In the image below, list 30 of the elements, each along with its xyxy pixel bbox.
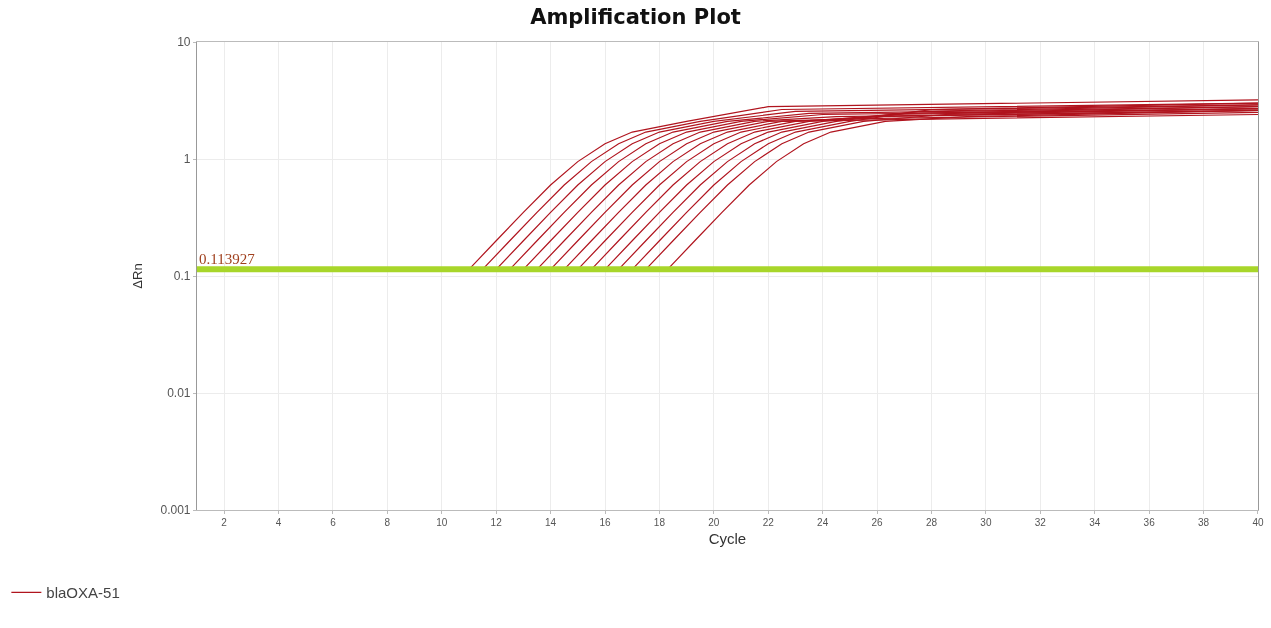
x-tick-label: 12 <box>490 517 503 528</box>
y-tick-label: 0.1 <box>173 269 191 284</box>
x-tick-label: 40 <box>1252 517 1264 528</box>
x-tick-label: 20 <box>708 517 720 528</box>
x-tick-label: 34 <box>1089 517 1101 528</box>
y-tick-label: 0.001 <box>160 503 191 518</box>
x-tick-label: 4 <box>275 517 282 528</box>
x-tick-label: 6 <box>330 517 337 528</box>
x-tick-label: 2 <box>221 517 228 528</box>
chart-title: Amplification Plot <box>530 5 741 30</box>
x-tick-label: 18 <box>653 517 666 528</box>
x-tick-label: 30 <box>980 517 992 528</box>
x-tick-label: 24 <box>817 517 829 528</box>
x-tick-label: 22 <box>762 517 775 528</box>
x-tick-label: 16 <box>599 517 612 528</box>
legend-label: blaOXA-51 <box>46 584 120 602</box>
x-tick-label: 28 <box>925 517 938 528</box>
x-tick-label: 38 <box>1198 517 1210 528</box>
y-tick-label: 10 <box>177 35 191 50</box>
x-tick-label: 10 <box>436 517 448 528</box>
y-tick-label: 0.01 <box>167 386 191 401</box>
y-tick-label: 1 <box>183 152 191 167</box>
x-tick-label: 14 <box>545 517 557 528</box>
ref-line-label: 0.113927 <box>199 251 256 267</box>
x-tick-label: 36 <box>1143 517 1156 528</box>
x-axis-title: Cycle <box>708 530 747 547</box>
x-tick-label: 32 <box>1034 517 1047 528</box>
y-axis-title: ΔRn <box>130 263 146 289</box>
x-tick-label: 8 <box>384 517 391 528</box>
x-tick-label: 26 <box>871 517 884 528</box>
